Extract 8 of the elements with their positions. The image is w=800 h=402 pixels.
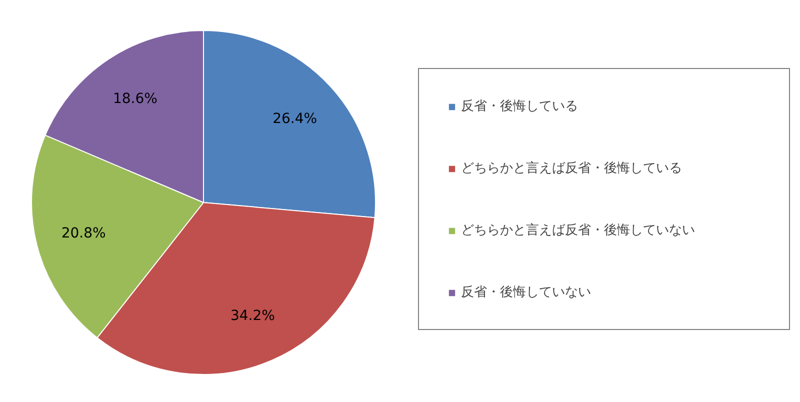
- data-label: 20.8%: [61, 225, 106, 242]
- legend-label: 反省・後悔していない: [461, 284, 592, 301]
- data-label: 18.6%: [112, 91, 158, 108]
- legend-label: 反省・後悔している: [461, 98, 579, 115]
- data-label: 34.2%: [230, 308, 275, 324]
- legend-label: どちらかと言えば反省・後悔していない: [461, 222, 696, 239]
- data-label: 26.4%: [272, 110, 318, 127]
- legend-label: どちらかと言えば反省・後悔している: [461, 160, 683, 177]
